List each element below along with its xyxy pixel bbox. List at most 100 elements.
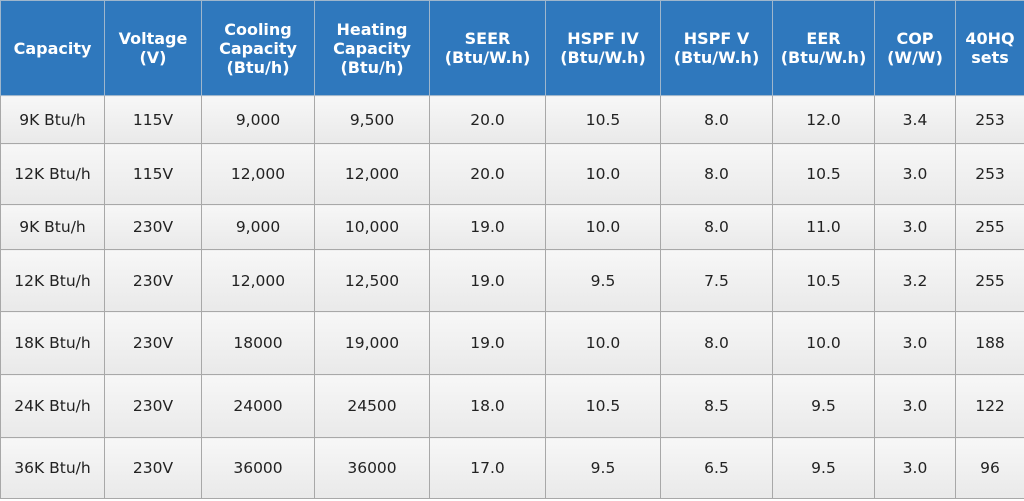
table-cell: 8.0 bbox=[660, 143, 773, 205]
header-cell: HSPF V (Btu/W.h) bbox=[660, 0, 773, 96]
table-cell: 12,000 bbox=[314, 143, 430, 205]
table-cell: 10.0 bbox=[545, 204, 661, 250]
table-row: 12K Btu/h 115V 12,000 12,000 20.0 10.0 8.0 10.5… bbox=[0, 143, 1024, 205]
header-text: (V) bbox=[139, 48, 167, 67]
table-cell: 19,000 bbox=[314, 311, 430, 375]
header-text: Capacity bbox=[333, 38, 411, 58]
table-cell: 3.0 bbox=[874, 437, 956, 499]
table-cell: 36K Btu/h bbox=[0, 437, 105, 499]
header-cell: EER (Btu/W.h) bbox=[772, 0, 875, 96]
table-cell: 10.0 bbox=[545, 143, 661, 205]
table-cell: 8.0 bbox=[660, 204, 773, 250]
table-cell: 122 bbox=[955, 374, 1024, 438]
table-cell: 255 bbox=[955, 204, 1024, 250]
table-cell: 18000 bbox=[201, 311, 315, 375]
header-text: Capacity bbox=[13, 38, 92, 58]
header-text: sets bbox=[971, 48, 1009, 67]
header-text: Cooling bbox=[224, 19, 292, 39]
table-cell: 3.2 bbox=[874, 249, 956, 312]
header-text: SEER bbox=[464, 29, 511, 48]
table-cell: 96 bbox=[955, 437, 1024, 499]
table-cell: 12,000 bbox=[201, 249, 315, 312]
header-text: Voltage bbox=[118, 29, 188, 48]
header-cell: HSPF IV (Btu/W.h) bbox=[545, 0, 661, 96]
table-row: 24K Btu/h 230V 24000 24500 18.0 10.5 8.5 9.5 3.0… bbox=[0, 374, 1024, 438]
table-cell: 20.0 bbox=[429, 143, 546, 205]
table-cell: 24000 bbox=[201, 374, 315, 438]
header-cell: Voltage (V) bbox=[104, 0, 202, 96]
table-cell: 3.4 bbox=[874, 95, 956, 144]
table-cell: 188 bbox=[955, 311, 1024, 375]
table-cell: 12,500 bbox=[314, 249, 430, 312]
header-cell: Cooling Capacity (Btu/h) bbox=[201, 0, 315, 96]
header-text: (Btu/W.h) bbox=[673, 48, 760, 67]
header-text: Capacity bbox=[219, 38, 297, 58]
table-cell: 3.0 bbox=[874, 311, 956, 375]
header-cell: Capacity bbox=[0, 0, 105, 96]
table-row: 36K Btu/h 230V 36000 36000 17.0 9.5 6.5 9.5 3.0 9… bbox=[0, 437, 1024, 499]
table-cell: 24500 bbox=[314, 374, 430, 438]
table-cell: 230V bbox=[104, 437, 202, 499]
table-cell: 10.0 bbox=[772, 311, 875, 375]
table-cell: 115V bbox=[104, 143, 202, 205]
table-cell: 9.5 bbox=[772, 437, 875, 499]
table-cell: 230V bbox=[104, 374, 202, 438]
header-cell: SEER (Btu/W.h) bbox=[429, 0, 546, 96]
header-cell: 40HQ sets bbox=[955, 0, 1024, 96]
table-cell: 9,000 bbox=[201, 204, 315, 250]
table-cell: 36000 bbox=[201, 437, 315, 499]
table-cell: 6.5 bbox=[660, 437, 773, 499]
header-text: (W/W) bbox=[887, 48, 943, 67]
table-cell: 12K Btu/h bbox=[0, 249, 105, 312]
table-cell: 255 bbox=[955, 249, 1024, 312]
table-cell: 10.5 bbox=[545, 374, 661, 438]
header-text: (Btu/h) bbox=[340, 57, 404, 77]
table-row: 9K Btu/h 230V 9,000 10,000 19.0 10.0 8.0 11.0 3.… bbox=[0, 204, 1024, 250]
table-cell: 24K Btu/h bbox=[0, 374, 105, 438]
table-cell: 115V bbox=[104, 95, 202, 144]
table-cell: 10.5 bbox=[545, 95, 661, 144]
table-cell: 9.5 bbox=[772, 374, 875, 438]
header-text: (Btu/W.h) bbox=[780, 48, 867, 67]
table-cell: 18K Btu/h bbox=[0, 311, 105, 375]
table-cell: 10.5 bbox=[772, 249, 875, 312]
table-cell: 9.5 bbox=[545, 437, 661, 499]
header-cell: COP (W/W) bbox=[874, 0, 956, 96]
table-cell: 9.5 bbox=[545, 249, 661, 312]
table-cell: 230V bbox=[104, 249, 202, 312]
header-text: HSPF IV bbox=[567, 29, 639, 48]
table-cell: 8.5 bbox=[660, 374, 773, 438]
table-cell: 36000 bbox=[314, 437, 430, 499]
table-cell: 10,000 bbox=[314, 204, 430, 250]
table-cell: 12,000 bbox=[201, 143, 315, 205]
table-cell: 3.0 bbox=[874, 374, 956, 438]
table-cell: 9,000 bbox=[201, 95, 315, 144]
table-cell: 17.0 bbox=[429, 437, 546, 499]
table-cell: 19.0 bbox=[429, 249, 546, 312]
header-text: HSPF V bbox=[683, 29, 750, 48]
header-text: EER bbox=[806, 29, 841, 48]
table-row: 9K Btu/h 115V 9,000 9,500 20.0 10.5 8.0 12.0 3.4… bbox=[0, 95, 1024, 144]
table-cell: 9K Btu/h bbox=[0, 204, 105, 250]
table-cell: 7.5 bbox=[660, 249, 773, 312]
header-text: (Btu/W.h) bbox=[444, 48, 531, 67]
table-cell: 3.0 bbox=[874, 143, 956, 205]
table-cell: 253 bbox=[955, 95, 1024, 144]
table-cell: 3.0 bbox=[874, 204, 956, 250]
header-cell: Heating Capacity (Btu/h) bbox=[314, 0, 430, 96]
table-row: 12K Btu/h 230V 12,000 12,500 19.0 9.5 7.5 10.5 3… bbox=[0, 249, 1024, 312]
table-cell: 12K Btu/h bbox=[0, 143, 105, 205]
table-cell: 20.0 bbox=[429, 95, 546, 144]
table-cell: 9K Btu/h bbox=[0, 95, 105, 144]
table-cell: 230V bbox=[104, 204, 202, 250]
header-row: Capacity Voltage (V) Cooling Capacity (Btu/h)… bbox=[0, 0, 1024, 96]
table-cell: 8.0 bbox=[660, 311, 773, 375]
table-cell: 11.0 bbox=[772, 204, 875, 250]
table-cell: 230V bbox=[104, 311, 202, 375]
header-text: (Btu/W.h) bbox=[560, 48, 646, 67]
table-cell: 12.0 bbox=[772, 95, 875, 144]
table-cell: 10.5 bbox=[772, 143, 875, 205]
header-text: COP bbox=[896, 29, 934, 48]
